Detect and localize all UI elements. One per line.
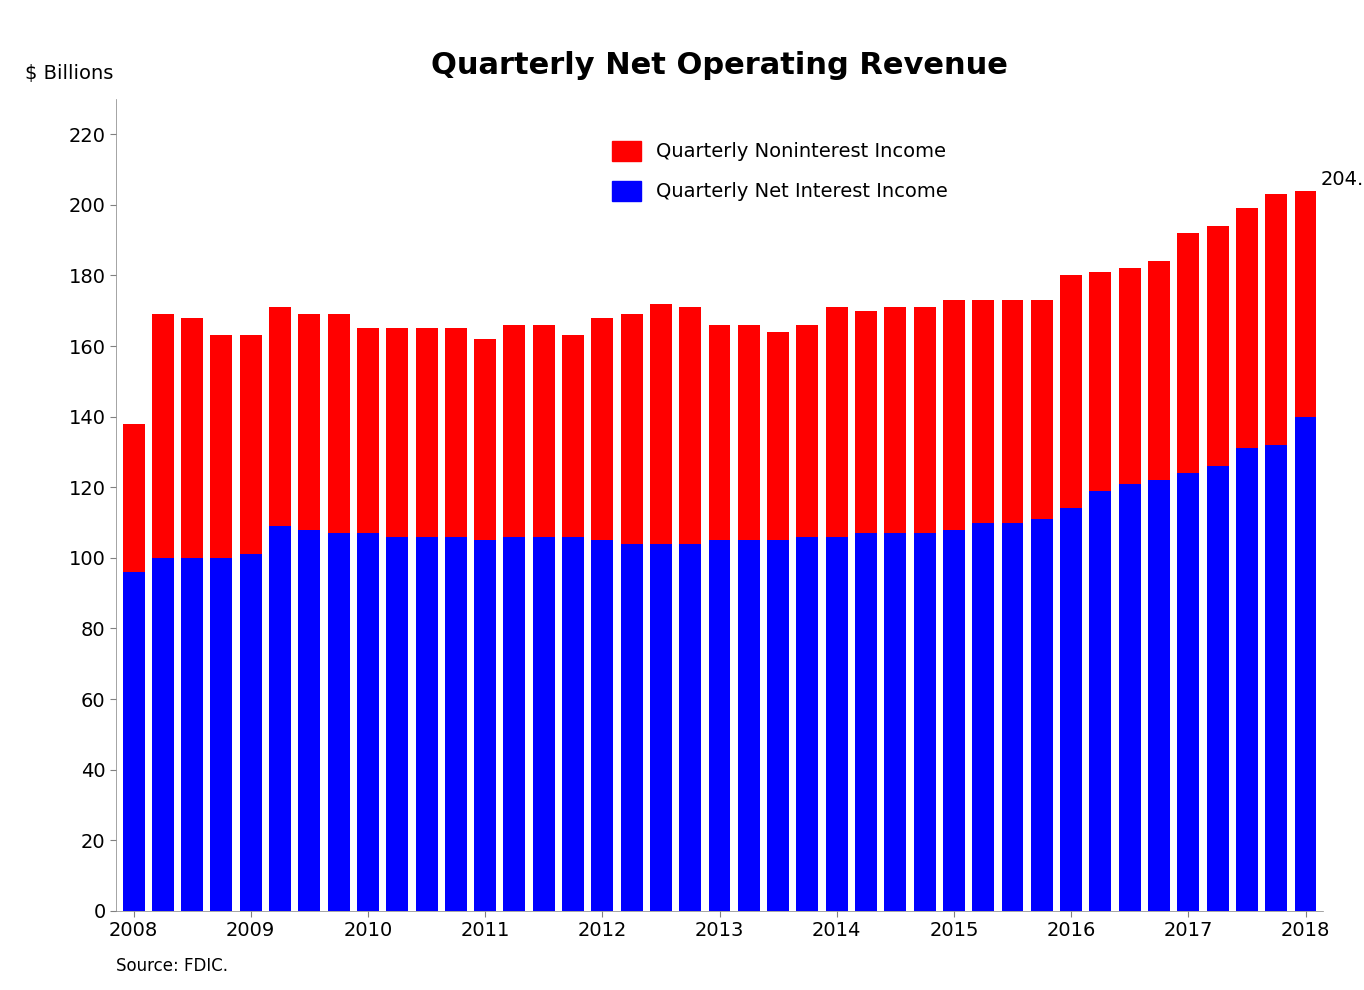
- Text: 204.5: 204.5: [1320, 170, 1364, 189]
- Bar: [797, 325, 818, 537]
- Bar: [269, 307, 291, 526]
- Bar: [357, 329, 379, 534]
- Bar: [299, 314, 321, 530]
- Bar: [386, 537, 408, 911]
- Bar: [1236, 209, 1258, 448]
- Bar: [825, 307, 847, 537]
- Bar: [1090, 491, 1112, 911]
- Bar: [767, 332, 790, 541]
- Bar: [1148, 261, 1170, 480]
- Bar: [475, 339, 496, 541]
- Bar: [181, 557, 203, 911]
- Bar: [1118, 268, 1140, 484]
- Bar: [1177, 233, 1199, 473]
- Bar: [1207, 466, 1229, 911]
- Bar: [1177, 473, 1199, 911]
- Bar: [1090, 272, 1112, 491]
- Bar: [1207, 226, 1229, 466]
- Bar: [445, 329, 466, 537]
- Bar: [884, 534, 906, 911]
- Bar: [416, 329, 438, 537]
- Bar: [1148, 480, 1170, 911]
- Legend: Quarterly Noninterest Income, Quarterly Net Interest Income: Quarterly Noninterest Income, Quarterly …: [604, 133, 956, 209]
- Bar: [767, 541, 790, 911]
- Bar: [123, 424, 145, 572]
- Bar: [151, 314, 173, 557]
- Bar: [621, 314, 642, 544]
- Bar: [416, 537, 438, 911]
- Bar: [943, 300, 964, 530]
- Bar: [181, 318, 203, 557]
- Bar: [679, 307, 701, 544]
- Bar: [797, 537, 818, 911]
- Bar: [708, 325, 731, 541]
- Bar: [1001, 523, 1023, 911]
- Bar: [855, 311, 877, 534]
- Bar: [884, 307, 906, 534]
- Bar: [445, 537, 466, 911]
- Bar: [649, 544, 672, 911]
- Bar: [1031, 300, 1053, 519]
- Bar: [533, 537, 555, 911]
- Bar: [533, 325, 555, 537]
- Bar: [210, 336, 232, 557]
- Bar: [649, 304, 672, 544]
- Bar: [327, 534, 349, 911]
- Bar: [299, 530, 321, 911]
- Bar: [914, 534, 936, 911]
- Bar: [738, 325, 760, 541]
- Bar: [1266, 194, 1288, 445]
- Bar: [123, 572, 145, 911]
- Bar: [1294, 417, 1316, 911]
- Bar: [386, 329, 408, 537]
- Bar: [1236, 448, 1258, 911]
- Bar: [210, 557, 232, 911]
- Bar: [475, 541, 496, 911]
- Bar: [592, 541, 614, 911]
- Title: Quarterly Net Operating Revenue: Quarterly Net Operating Revenue: [431, 51, 1008, 80]
- Bar: [269, 526, 291, 911]
- Text: Source: FDIC.: Source: FDIC.: [116, 957, 228, 975]
- Bar: [1294, 191, 1316, 417]
- Bar: [1118, 484, 1140, 911]
- Bar: [621, 544, 642, 911]
- Bar: [679, 544, 701, 911]
- Bar: [240, 336, 262, 554]
- Bar: [738, 541, 760, 911]
- Bar: [562, 336, 584, 537]
- Text: $ Billions: $ Billions: [26, 63, 113, 83]
- Bar: [914, 307, 936, 534]
- Bar: [357, 534, 379, 911]
- Bar: [1060, 509, 1082, 911]
- Bar: [151, 557, 173, 911]
- Bar: [973, 523, 994, 911]
- Bar: [943, 530, 964, 911]
- Bar: [1031, 519, 1053, 911]
- Bar: [973, 300, 994, 523]
- Bar: [1060, 275, 1082, 509]
- Bar: [825, 537, 847, 911]
- Bar: [592, 318, 614, 541]
- Bar: [1001, 300, 1023, 523]
- Bar: [240, 554, 262, 911]
- Bar: [327, 314, 349, 534]
- Bar: [503, 537, 525, 911]
- Bar: [503, 325, 525, 537]
- Bar: [855, 534, 877, 911]
- Bar: [708, 541, 731, 911]
- Bar: [562, 537, 584, 911]
- Bar: [1266, 445, 1288, 911]
